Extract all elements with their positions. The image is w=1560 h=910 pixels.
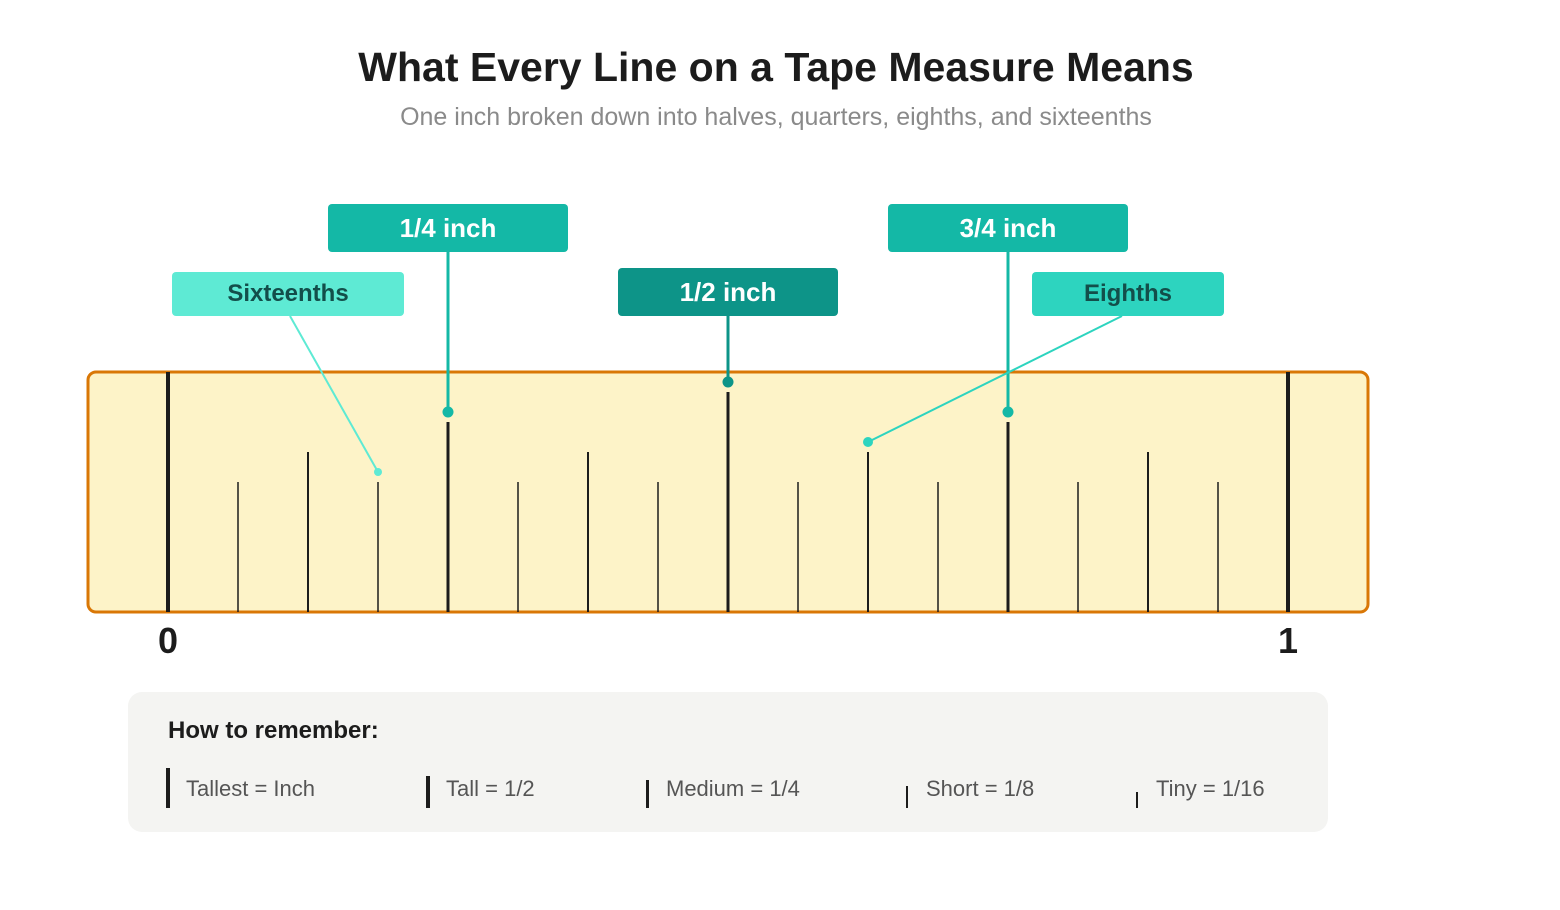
ruler-label-one: 1 bbox=[1277, 620, 1299, 661]
legend-mark-quarter bbox=[646, 780, 649, 808]
leader-dot-eighths bbox=[863, 437, 873, 447]
legend-label-sixteenth: Tiny = 1/16 bbox=[1156, 776, 1265, 801]
callout-sixteenths: Sixteenths bbox=[172, 272, 404, 316]
legend-label-eighth: Short = 1/8 bbox=[926, 776, 1035, 801]
leader-dot-sixteenths bbox=[374, 468, 382, 476]
callout-quarter-inch: 1/4 inch bbox=[328, 204, 568, 252]
leader-line-eighths bbox=[867, 315, 1123, 443]
legend-mark-sixteenth bbox=[1136, 792, 1138, 808]
legend-mark-eighth bbox=[906, 786, 908, 808]
leader-dot-three_quarter bbox=[1002, 406, 1014, 418]
legend-panel: How to remember: Tallest = Inch Tall = 1… bbox=[128, 692, 1328, 832]
page-subtitle: One inch broken down into halves, quarte… bbox=[400, 103, 1152, 131]
leader-dot-half bbox=[722, 376, 734, 388]
leader-dot-quarter bbox=[442, 406, 454, 418]
legend-label-half: Tall = 1/2 bbox=[446, 776, 535, 801]
legend-mark-inch bbox=[166, 768, 170, 808]
page-title: What Every Line on a Tape Measure Means bbox=[358, 44, 1194, 90]
callout-three-quarter-inch: 3/4 inch bbox=[888, 204, 1128, 252]
legend-label-quarter: Medium = 1/4 bbox=[666, 776, 800, 801]
legend-label-inch: Tallest = Inch bbox=[186, 776, 316, 801]
callout-half-inch: 1/2 inch bbox=[618, 268, 838, 316]
callout-eighths: Eighths bbox=[1032, 272, 1224, 316]
ruler-ticks bbox=[166, 372, 1290, 612]
legend-title: How to remember: bbox=[168, 717, 379, 744]
ruler-label-zero: 0 bbox=[157, 620, 179, 661]
legend-mark-half bbox=[426, 776, 430, 808]
leader-line-sixteenths bbox=[289, 315, 379, 473]
callout-leaders bbox=[289, 252, 1123, 476]
